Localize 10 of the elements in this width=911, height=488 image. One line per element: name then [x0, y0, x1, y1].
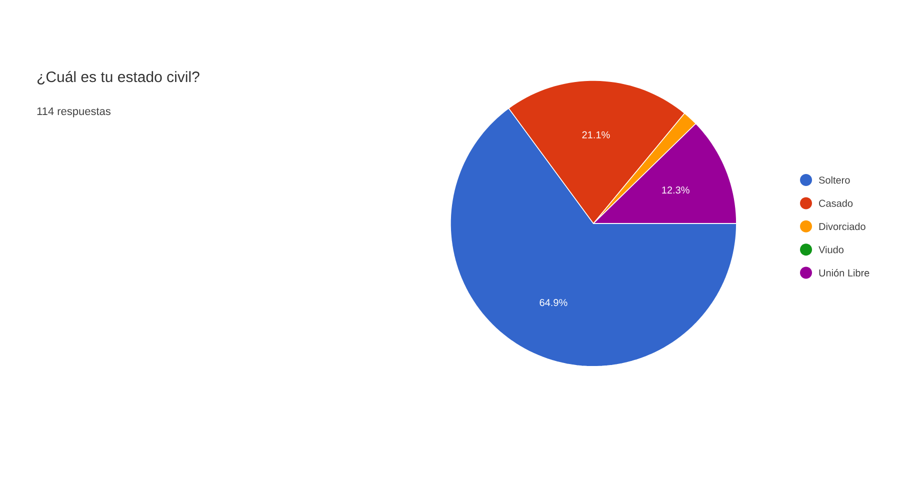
legend-label: Unión Libre	[819, 269, 870, 277]
legend-label: Viudo	[818, 246, 844, 254]
data-label: 21.1%	[582, 131, 610, 138]
text: ¿Cuál es tu estado civil?	[37, 70, 200, 85]
data-label: 12.3%	[662, 186, 690, 194]
legend-label: Soltero	[818, 176, 850, 184]
text: 114 respuestas	[37, 107, 111, 118]
legend-label: Divorciado	[819, 222, 866, 230]
data-label: 64.9%	[540, 299, 568, 306]
legend-label: Casado	[819, 200, 853, 207]
